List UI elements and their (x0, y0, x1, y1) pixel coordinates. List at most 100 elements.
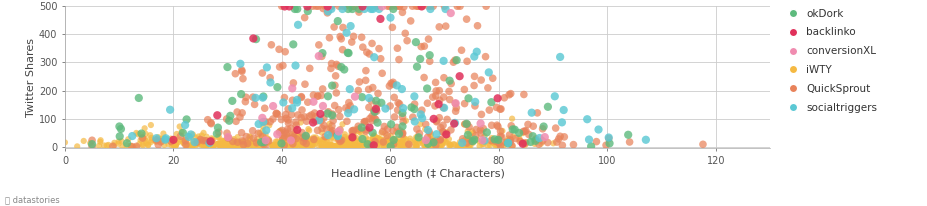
QuickSprout (286, 135, 300, 139)
iWTY (345, 137, 360, 140)
iWTY (348, 145, 362, 148)
okDork (324, 84, 339, 87)
QuickSprout (314, 127, 329, 130)
iWTY (301, 129, 316, 132)
iWTY (151, 139, 166, 142)
QuickSprout (178, 139, 193, 142)
backlinko (425, 117, 440, 121)
QuickSprout (84, 145, 99, 148)
QuickSprout (324, 124, 339, 128)
QuickSprout (270, 112, 285, 116)
socialtriggers (159, 137, 173, 140)
QuickSprout (382, 104, 397, 108)
iWTY (434, 144, 449, 147)
iWTY (369, 138, 384, 141)
iWTY (291, 142, 306, 145)
QuickSprout (307, 111, 322, 115)
iWTY (197, 145, 211, 148)
QuickSprout (314, 55, 329, 58)
iWTY (402, 139, 417, 143)
iWTY (394, 140, 409, 143)
backlinko (345, 136, 360, 139)
QuickSprout (373, 57, 387, 60)
socialtriggers (524, 111, 539, 114)
okDork (420, 142, 435, 145)
QuickSprout (414, 5, 429, 8)
iWTY (397, 138, 412, 142)
okDork (224, 99, 239, 103)
QuickSprout (248, 141, 263, 144)
okDork (536, 125, 551, 128)
iWTY (229, 145, 244, 148)
QuickSprout (345, 130, 360, 133)
QuickSprout (432, 99, 447, 102)
iWTY (512, 138, 527, 142)
iWTY (396, 143, 411, 147)
QuickSprout (106, 145, 121, 148)
iWTY (287, 138, 302, 141)
okDork (320, 112, 335, 115)
iWTY (293, 121, 308, 124)
QuickSprout (278, 117, 293, 120)
iWTY (441, 144, 456, 147)
okDork (449, 59, 464, 62)
QuickSprout (135, 136, 150, 140)
QuickSprout (257, 107, 272, 110)
iWTY (460, 130, 475, 133)
socialtriggers (339, 31, 354, 34)
QuickSprout (337, 5, 352, 8)
okDork (459, 122, 474, 125)
iWTY (210, 142, 225, 146)
socialtriggers (366, 56, 381, 59)
QuickSprout (460, 123, 475, 126)
iWTY (387, 140, 402, 143)
okDork (383, 145, 398, 148)
QuickSprout (436, 76, 451, 79)
okDork (360, 143, 375, 146)
iWTY (485, 141, 500, 144)
socialtriggers (335, 7, 349, 11)
QuickSprout (351, 127, 366, 131)
okDork (620, 133, 635, 136)
QuickSprout (324, 131, 339, 135)
iWTY (181, 134, 196, 138)
QuickSprout (364, 42, 379, 45)
QuickSprout (297, 115, 311, 118)
iWTY (340, 142, 355, 145)
iWTY (476, 135, 491, 138)
iWTY (335, 145, 349, 149)
conversionXL (443, 12, 458, 15)
QuickSprout (311, 43, 326, 47)
iWTY (198, 145, 213, 148)
iWTY (396, 145, 411, 148)
okDork (408, 41, 423, 44)
QuickSprout (324, 5, 339, 8)
iWTY (424, 144, 438, 147)
socialtriggers (414, 117, 429, 120)
QuickSprout (375, 140, 390, 144)
socialtriggers (158, 138, 172, 141)
iWTY (379, 140, 394, 143)
QuickSprout (598, 144, 613, 147)
iWTY (164, 144, 179, 147)
okDork (368, 99, 383, 102)
iWTY (127, 145, 142, 149)
iWTY (287, 141, 302, 145)
iWTY (311, 144, 326, 147)
iWTY (428, 144, 443, 147)
backlinko (289, 128, 304, 131)
QuickSprout (423, 5, 438, 8)
okDork (289, 7, 304, 11)
iWTY (154, 138, 169, 141)
QuickSprout (428, 94, 443, 97)
QuickSprout (365, 86, 380, 89)
QuickSprout (129, 145, 144, 148)
iWTY (255, 140, 270, 144)
QuickSprout (255, 135, 270, 138)
iWTY (453, 144, 468, 147)
iWTY (454, 139, 469, 143)
iWTY (243, 139, 258, 143)
iWTY (399, 138, 413, 141)
iWTY (501, 137, 515, 140)
iWTY (369, 136, 384, 139)
